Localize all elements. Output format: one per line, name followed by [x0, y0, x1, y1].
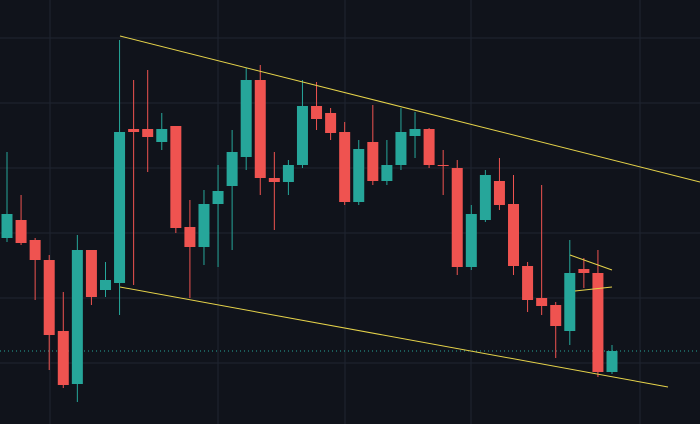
trendline	[119, 35, 700, 183]
candle-body	[198, 204, 210, 247]
candle-body	[395, 132, 407, 165]
candle-body	[29, 240, 41, 260]
candle-body	[522, 266, 534, 300]
candle-body	[170, 126, 182, 228]
candles	[1, 40, 618, 402]
candle-body	[128, 129, 140, 132]
candle-body	[282, 165, 294, 182]
candle-body	[268, 178, 280, 182]
candle-body	[43, 260, 55, 335]
candle-body	[325, 113, 337, 133]
trendline	[569, 254, 613, 271]
candle-body	[536, 298, 548, 306]
candle-body	[254, 80, 266, 178]
candle-body	[212, 191, 224, 204]
candle-body	[479, 175, 491, 220]
candle-body	[578, 269, 590, 273]
candle-body	[381, 165, 393, 181]
trendline	[574, 286, 613, 292]
candle-body	[465, 214, 477, 267]
candle-body	[311, 106, 323, 119]
candle-body	[564, 273, 576, 331]
candle-body	[296, 106, 308, 165]
candle-body	[15, 220, 27, 243]
candle-body	[57, 331, 69, 385]
candle-body	[423, 129, 435, 165]
trendline	[119, 286, 669, 388]
candle-body	[184, 227, 196, 247]
candle-body	[493, 181, 505, 205]
candle-body	[367, 142, 379, 181]
candle-body	[409, 129, 421, 136]
candle-body	[606, 351, 618, 372]
candle-body	[85, 250, 97, 297]
candle-body	[508, 204, 520, 266]
trendlines	[119, 35, 700, 388]
candle-body	[353, 149, 365, 202]
candle-body	[99, 280, 111, 290]
candle-body	[114, 132, 126, 283]
candle-body	[437, 165, 449, 166]
candle-body	[142, 129, 154, 137]
candle-body	[339, 132, 351, 202]
candle-body	[1, 214, 13, 238]
candle-body	[592, 273, 604, 372]
candle-body	[240, 80, 252, 157]
candle-body	[71, 250, 83, 384]
candle-body	[451, 168, 463, 267]
candle-body	[156, 129, 168, 142]
candle-body	[226, 152, 238, 186]
candle-body	[550, 305, 562, 326]
